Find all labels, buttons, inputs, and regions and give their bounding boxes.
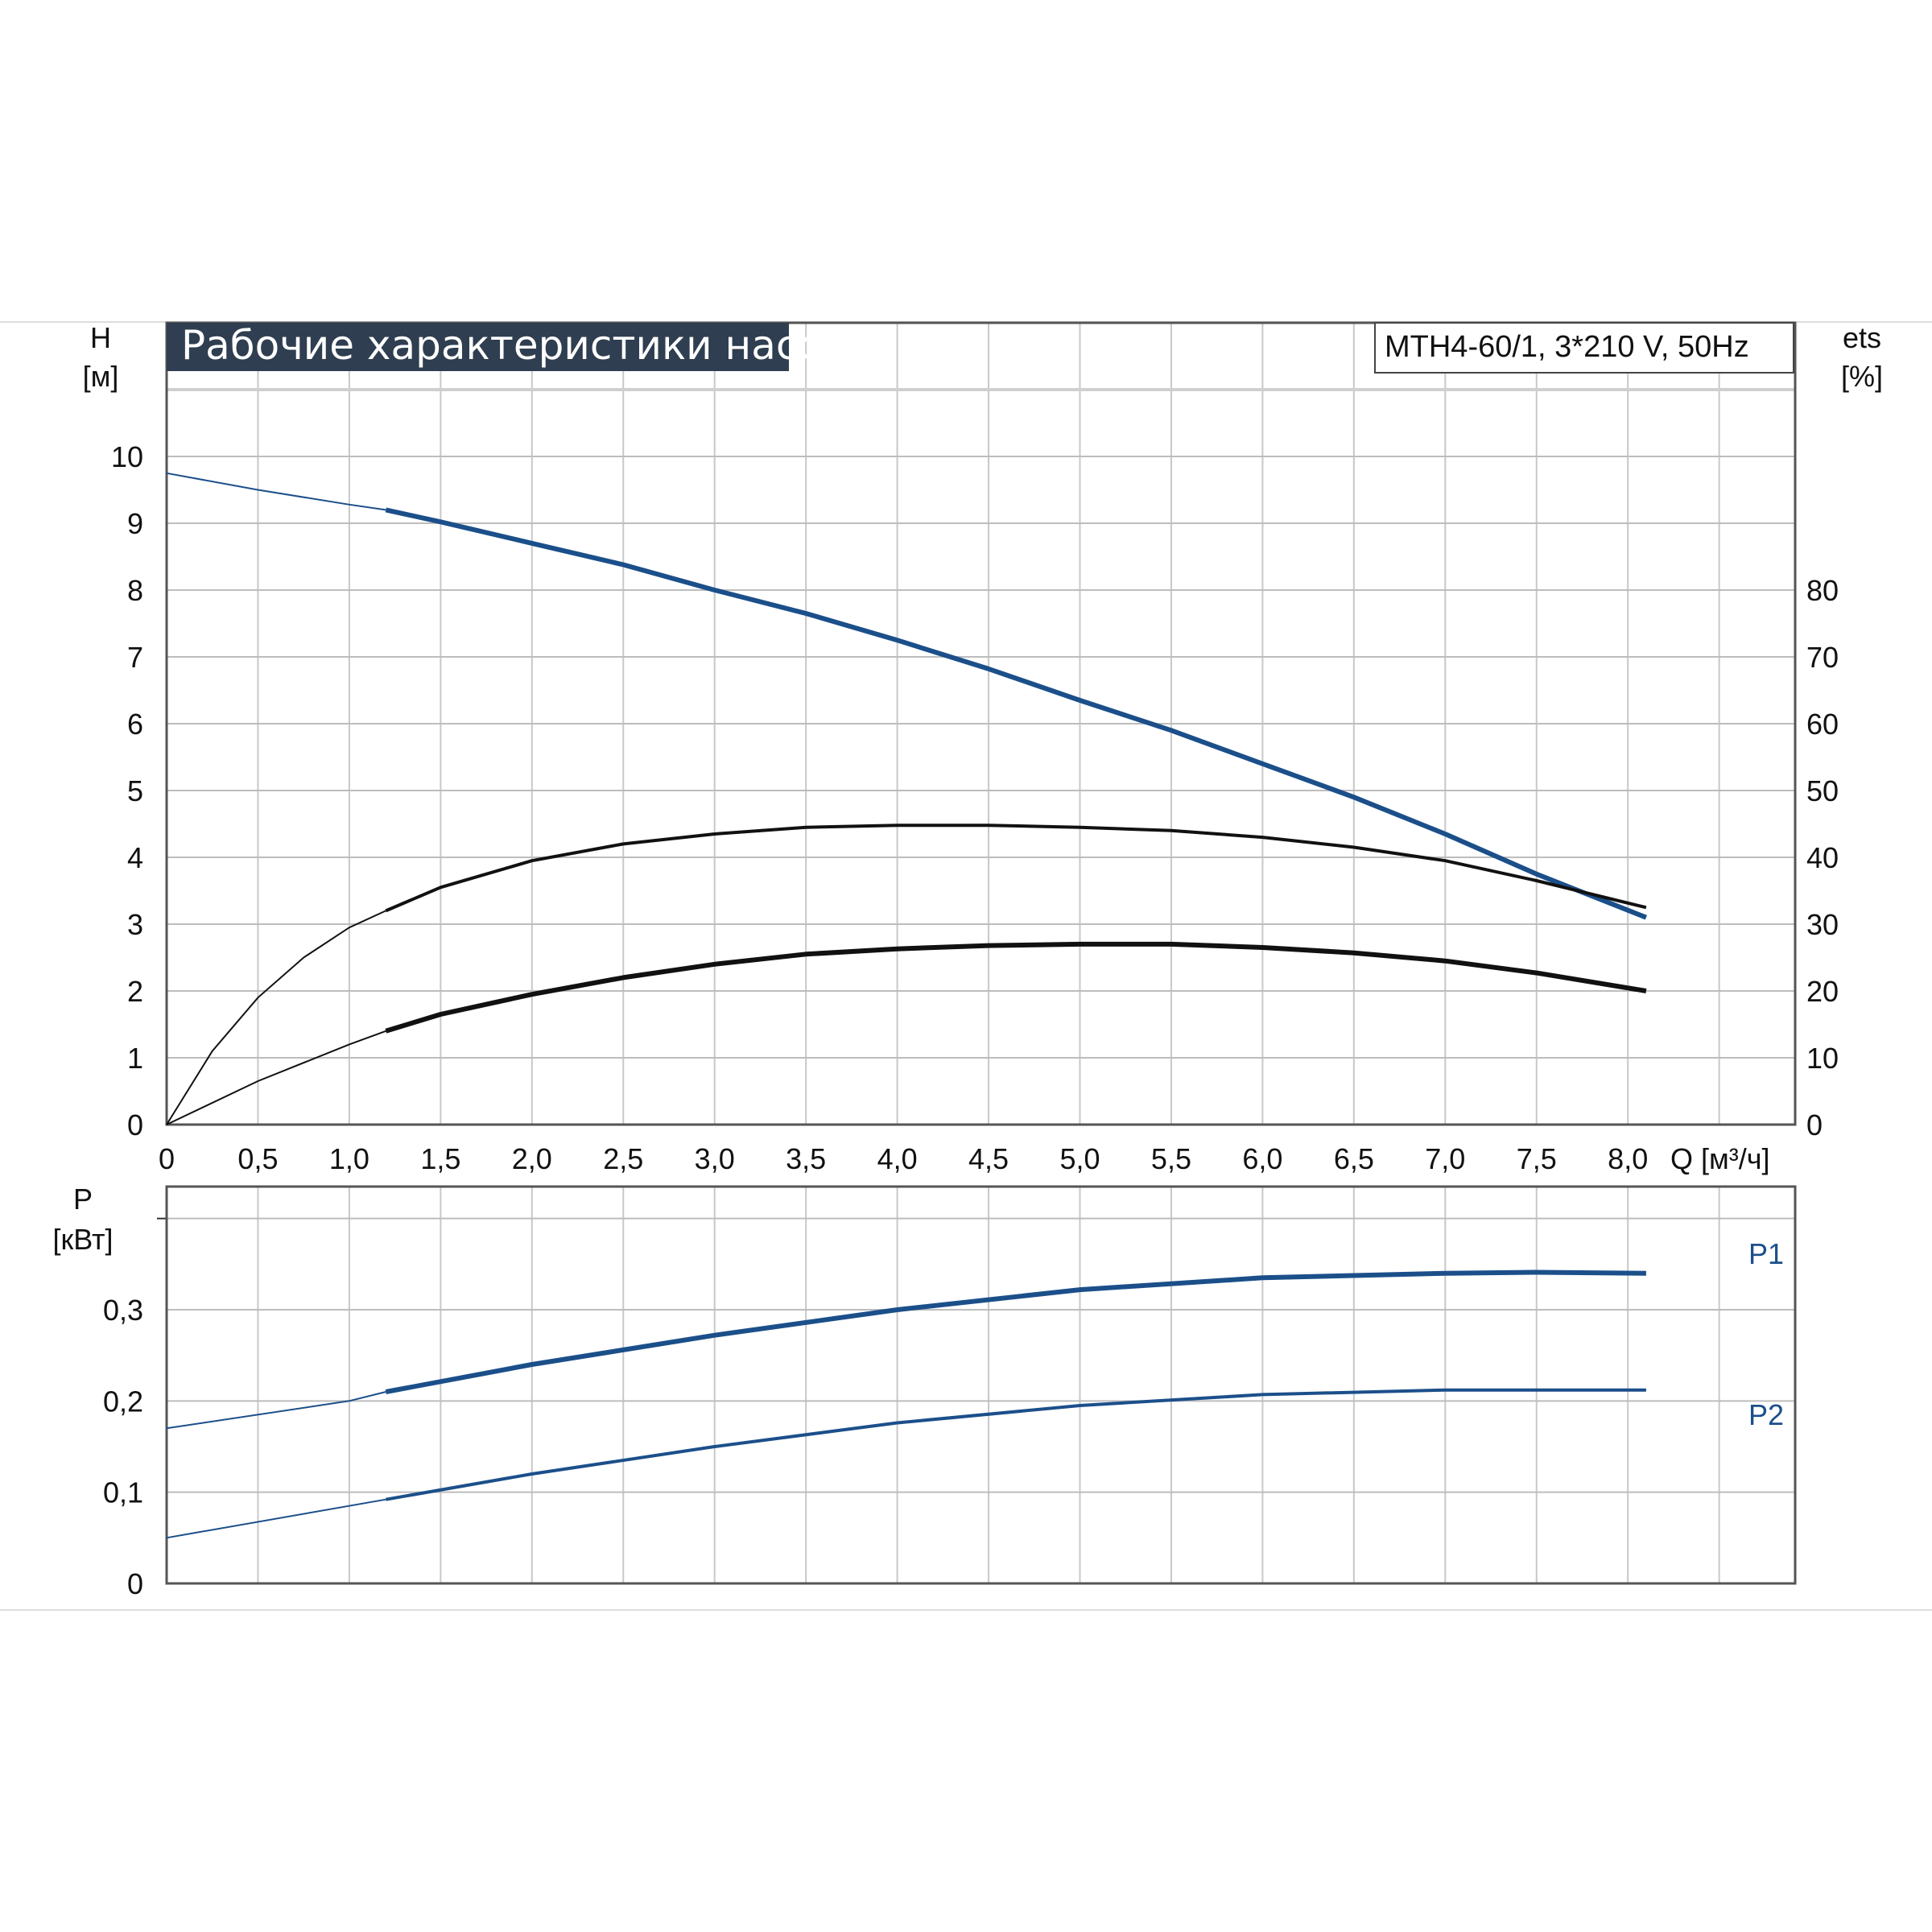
q-axis-label: Q [м³/ч] (1670, 1142, 1770, 1175)
head-curve-thin (166, 472, 386, 511)
x-tick-label: 1,0 (329, 1142, 369, 1175)
x-tick-label: 0,5 (237, 1142, 278, 1175)
y-right-tick-label: 50 (1806, 774, 1839, 807)
p-tick-label: 0,2 (103, 1385, 143, 1418)
y-right-tick-label: 70 (1806, 641, 1839, 674)
efficiency-curve-1-thin (166, 910, 386, 1125)
x-tick-label: 4,0 (877, 1142, 918, 1175)
y-right-tick-label: 0 (1806, 1108, 1823, 1141)
y-tick-label: 8 (127, 574, 143, 607)
p2-curve-thin (166, 1498, 386, 1539)
x-tick-label: 4,5 (968, 1142, 1009, 1175)
y-tick-label: 9 (127, 507, 143, 540)
p2-curve (385, 1388, 1646, 1501)
title-box (167, 323, 789, 371)
x-tick-label: 7,0 (1425, 1142, 1465, 1175)
x-tick-label: 1,5 (420, 1142, 460, 1175)
tick-labels: 0 0,5 1,0 1,5 2,0 2,5 3,0 3,5 4,0 4,5 5,0 5,5 6,0 6,5… (103, 440, 1839, 1600)
x-tick-label: 6,0 (1242, 1142, 1282, 1175)
bottom-plot-frame (165, 1185, 1797, 1585)
x-tick-label: 8,0 (1608, 1142, 1648, 1175)
y-tick-label: 0 (127, 1108, 143, 1141)
p1-curve (385, 1269, 1646, 1394)
x-tick-label: 5,5 (1151, 1142, 1191, 1175)
top-plot-frame (165, 321, 1797, 1126)
x-tick-label: 3,5 (786, 1142, 826, 1175)
head-curve (385, 507, 1648, 920)
y-right-tick-label: 80 (1806, 574, 1839, 607)
bottom-grid (157, 1185, 1797, 1585)
y-tick-label: 2 (127, 975, 143, 1008)
p-axis-label: P (73, 1183, 93, 1216)
top-grid (165, 321, 1797, 1126)
p-tick-label: 0,3 (103, 1294, 143, 1327)
x-tick-label: 0 (159, 1142, 175, 1175)
x-tick-label: 2,5 (603, 1142, 643, 1175)
y-tick-label: 5 (127, 774, 143, 807)
efficiency-curve-2-thin (166, 1030, 386, 1125)
y-tick-label: 4 (127, 841, 143, 874)
h-axis-unit: [м] (83, 360, 119, 393)
efficiency-curve-1 (385, 824, 1647, 913)
model-label: MTH4-60/1, 3*210 V, 50Hz (1385, 330, 1749, 364)
x-tick-label: 6,5 (1334, 1142, 1374, 1175)
eta-axis-label: ets (1843, 321, 1881, 354)
efficiency-curve-2 (385, 941, 1647, 1034)
p-tick-label: 0 (127, 1567, 143, 1600)
p-tick-label: 0,1 (103, 1476, 143, 1509)
p-axis-unit: [кВт] (52, 1223, 113, 1256)
x-tick-label: 2,0 (512, 1142, 552, 1175)
y-right-tick-label: 30 (1806, 908, 1839, 941)
y-right-tick-label: 60 (1806, 708, 1839, 741)
model-box (1374, 322, 1794, 374)
y-right-tick-label: 10 (1806, 1042, 1839, 1075)
y-tick-label: 3 (127, 908, 143, 941)
h-axis-label: H (90, 321, 111, 354)
y-right-tick-label: 40 (1806, 841, 1839, 874)
p1-label: P1 (1748, 1237, 1784, 1270)
y-tick-label: 1 (127, 1042, 143, 1075)
chart-title: Рабочие характеристики насоса (181, 322, 869, 369)
y-tick-label: 7 (127, 641, 143, 674)
x-tick-label: 3,0 (695, 1142, 735, 1175)
x-tick-label: 5,0 (1059, 1142, 1100, 1175)
x-tick-label: 7,5 (1517, 1142, 1557, 1175)
p2-label: P2 (1748, 1398, 1784, 1431)
y-right-tick-label: 20 (1806, 975, 1839, 1008)
curves (166, 472, 1648, 1539)
y-tick-label: 6 (127, 708, 143, 741)
eta-axis-unit: [%] (1841, 360, 1883, 393)
p1-curve-thin (166, 1391, 386, 1430)
y-tick-label: 10 (111, 440, 143, 473)
